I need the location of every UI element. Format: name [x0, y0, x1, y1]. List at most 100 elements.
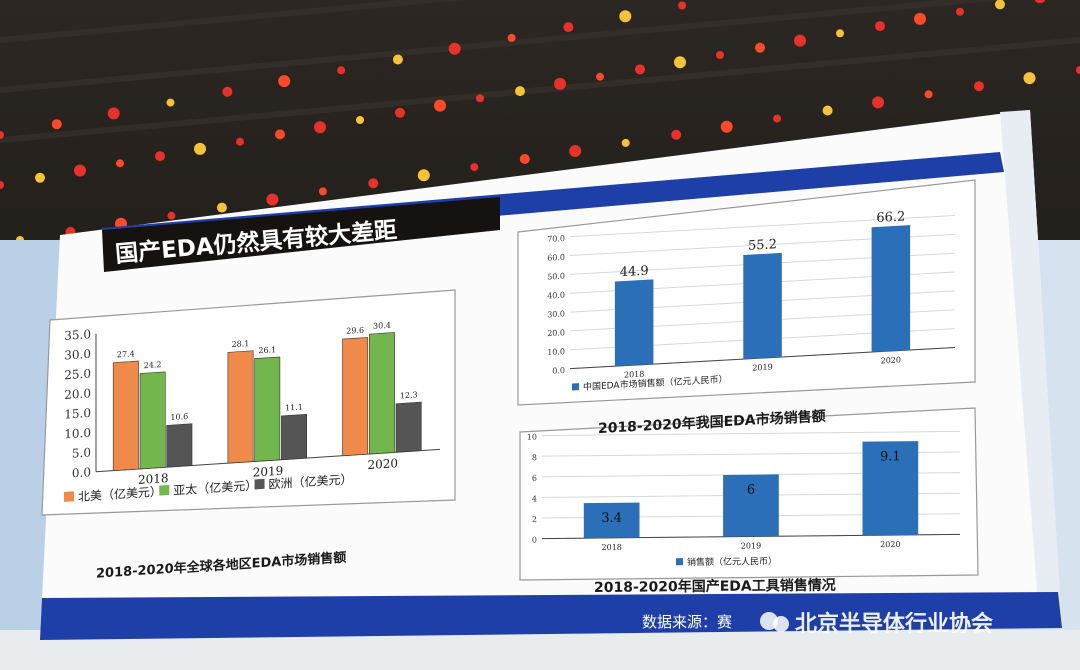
data-label: 28.1	[232, 339, 250, 349]
x-tick-label: 2019	[741, 541, 761, 550]
stage-light	[755, 42, 765, 53]
stage-light	[194, 142, 206, 155]
stage-light	[924, 90, 933, 99]
y-tick-label: 30.0	[64, 347, 91, 363]
stage-light	[1023, 72, 1036, 85]
y-tick-label: 35.0	[64, 327, 91, 343]
stage-light	[507, 33, 516, 42]
stage-light	[872, 96, 885, 109]
y-tick-label: 60.0	[547, 253, 565, 263]
stage-light	[674, 56, 686, 69]
stage-light	[107, 107, 120, 120]
bar-1-2019-s1	[227, 350, 254, 464]
data-label: 26.1	[258, 345, 276, 355]
stage-light	[956, 7, 964, 16]
chart2-plot: 0.0 10.0 20.0 30.0 40.0 50.0 60.0 70.0 44.9 2018 5…	[547, 209, 955, 393]
stage-light	[434, 99, 446, 112]
legend-swatch	[159, 484, 170, 496]
y-tick-label: 20.0	[547, 328, 565, 338]
data-label: 12.3	[400, 390, 418, 400]
stage-light	[392, 54, 403, 65]
stage-light	[678, 1, 687, 10]
bar-1-2018-s3	[166, 423, 193, 468]
y-tick-label: 10	[527, 433, 537, 442]
bar-1-2018-s2	[139, 371, 166, 470]
stage-light	[216, 202, 227, 213]
stage-light	[51, 119, 62, 130]
stage-light	[417, 169, 430, 182]
bar-1-2018-s1	[112, 360, 139, 471]
stage-light	[314, 121, 326, 134]
y-tick-label: 2	[532, 515, 537, 524]
stage-light	[166, 98, 175, 107]
stage-light	[720, 120, 733, 133]
watermark: 北京半导体行业协会	[760, 611, 993, 637]
stage-light	[995, 0, 1005, 10]
stage-light	[448, 42, 461, 55]
y-tick-label: 8	[532, 453, 537, 462]
stage-light	[515, 86, 525, 97]
stage-light	[619, 10, 632, 23]
stage-light	[794, 34, 806, 47]
stage-light	[671, 129, 682, 140]
stage-light	[116, 159, 124, 168]
bar-1-2020-s2	[368, 332, 395, 455]
bar-2-2018-s1	[614, 279, 654, 367]
data-label: 6	[747, 483, 755, 498]
stage-light	[822, 105, 833, 116]
stage-light	[470, 163, 479, 172]
stage-light	[875, 21, 885, 32]
stage-light	[222, 86, 233, 97]
stage-light	[0, 131, 4, 139]
y-tick-label: 0.0	[552, 366, 565, 376]
stage-light	[356, 116, 364, 124]
y-tick-label: 0	[532, 536, 537, 545]
stage-light	[563, 22, 574, 33]
stage-light	[914, 12, 926, 25]
y-tick-label: 50.0	[547, 272, 565, 282]
data-label: 10.6	[170, 412, 188, 422]
stage-light	[395, 107, 405, 118]
stage-light	[716, 51, 724, 59]
stage-lights	[0, 0, 1080, 244]
source-text: 数据来源：赛	[642, 613, 732, 631]
y-tick-label: 25.0	[64, 367, 91, 383]
y-tick-label: 30.0	[547, 309, 565, 319]
legend-swatch	[676, 558, 683, 566]
y-tick-label: 5.0	[72, 445, 91, 460]
data-label: 11.1	[285, 403, 303, 413]
watermark-text: 北京半导体行业协会	[795, 611, 993, 637]
stage-light	[1076, 66, 1080, 74]
legend-entry: 销售额（亿元人民币）	[687, 555, 777, 568]
x-tick-label: 2018	[624, 370, 644, 380]
stage-light	[337, 66, 346, 75]
chart3-caption: 2018-2020年国产EDA工具销售情况	[594, 577, 836, 596]
legend-entry: 亚太（亿美元）	[173, 477, 257, 497]
chart1-plot: 0.0 5.0 10.0 15.0 20.0 25.0 30.0 35.0 27.4 24.2 10…	[64, 321, 440, 504]
x-tick-label: 2019	[253, 464, 284, 480]
stage-light	[476, 94, 484, 103]
stage-light	[1034, 0, 1046, 4]
stage-light	[621, 138, 630, 147]
chart3-plot: 0 2 4 6 8 10 3.4 2018 6 2019 9.1 2020 销售额（亿元人民币）	[527, 430, 960, 568]
y-tick-label: 6	[532, 474, 537, 483]
stage-light	[635, 64, 645, 75]
stage-light	[278, 75, 291, 88]
stage-light	[266, 193, 279, 206]
stage-light	[236, 137, 244, 146]
y-tick-label: 20.0	[64, 386, 91, 402]
stage-light	[35, 172, 45, 183]
legend-entry: 北美（亿美元）	[78, 483, 162, 503]
bar-1-2020-s1	[342, 337, 369, 457]
bar-1-2019-s2	[254, 356, 281, 462]
x-tick-label: 2019	[752, 363, 772, 373]
data-label: 30.4	[373, 321, 391, 331]
y-tick-label: 10.0	[547, 347, 565, 357]
stage-light	[275, 129, 285, 140]
bar-2-2020-s1	[871, 225, 911, 353]
legend-swatch	[64, 491, 74, 502]
gridline	[542, 430, 960, 437]
stage-light	[167, 211, 176, 220]
data-label: 9.1	[880, 449, 901, 464]
bar-1-2019-s3	[281, 413, 307, 461]
